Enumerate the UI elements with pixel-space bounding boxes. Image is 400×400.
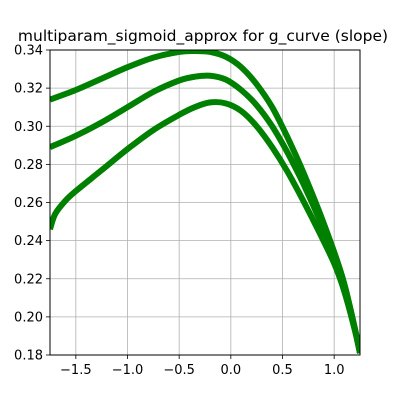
series-line-2 — [50, 72, 360, 354]
y-tick-label: 0.20 — [14, 310, 43, 325]
y-tick-label: 0.28 — [14, 158, 43, 173]
y-tick-label: 0.18 — [14, 349, 43, 364]
series-line-3 — [50, 99, 360, 354]
x-axis: −1.5 −1.0 −0.5 0.0 0.5 1.0 — [60, 355, 345, 378]
x-tick-label: 0.5 — [272, 363, 293, 378]
x-tick-label: −1.5 — [60, 363, 92, 378]
y-axis: 0.18 0.20 0.22 0.24 0.26 0.28 0.30 0.32 0.34 — [14, 44, 50, 364]
chart-title: multiparam_sigmoid_approx for g_curve (s… — [18, 27, 388, 46]
series-group — [50, 50, 360, 354]
x-tick-label: 0.0 — [220, 363, 241, 378]
y-tick-label: 0.24 — [14, 234, 43, 249]
x-tick-label: −0.5 — [163, 363, 195, 378]
y-tick-label: 0.30 — [14, 120, 43, 135]
grid — [50, 49, 360, 356]
y-tick-label: 0.22 — [14, 272, 43, 287]
x-tick-label: −1.0 — [112, 363, 144, 378]
y-tick-label: 0.34 — [14, 44, 43, 59]
y-tick-label: 0.32 — [14, 82, 43, 97]
y-tick-label: 0.26 — [14, 196, 43, 211]
x-tick-label: 1.0 — [324, 363, 345, 378]
